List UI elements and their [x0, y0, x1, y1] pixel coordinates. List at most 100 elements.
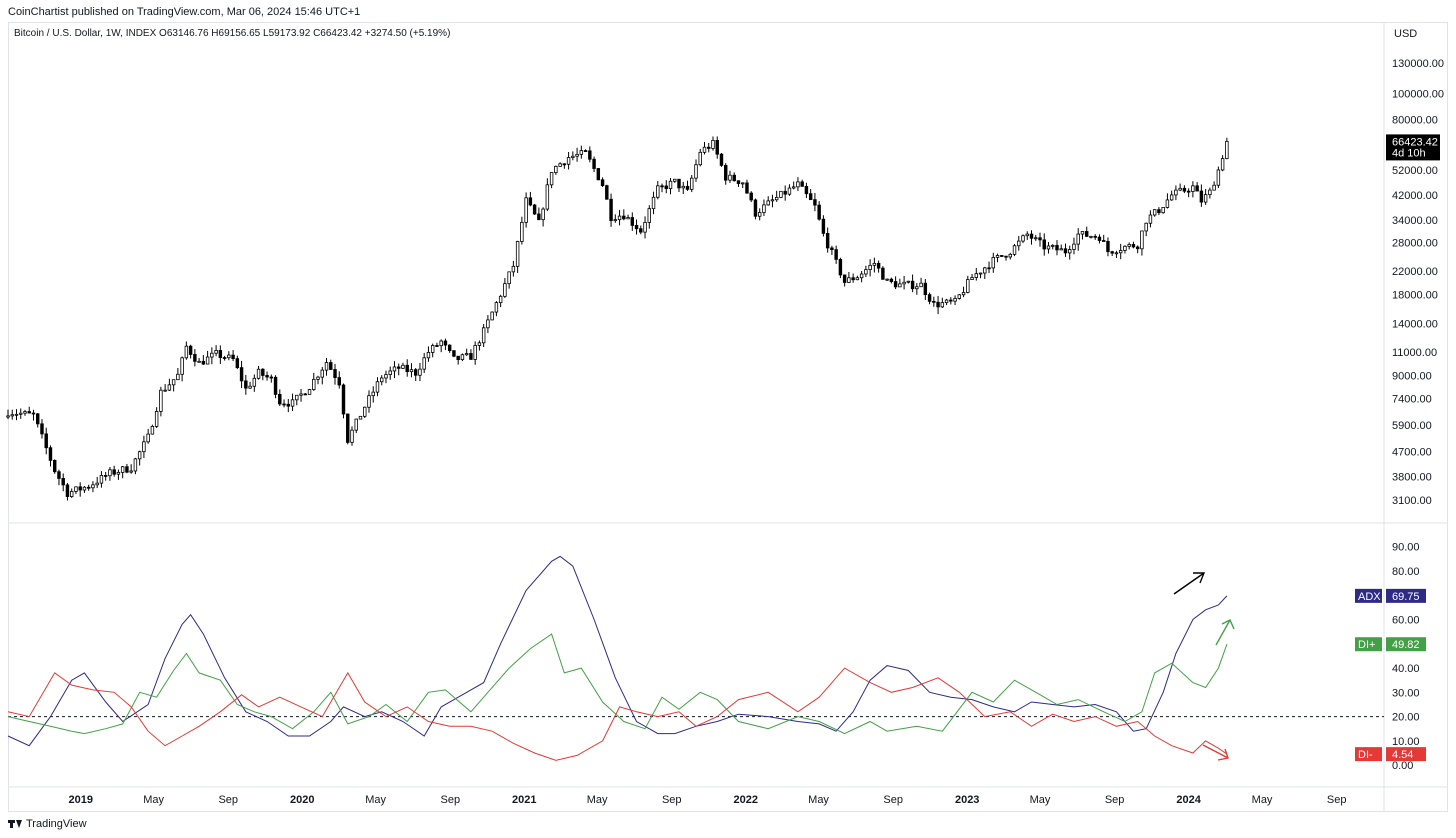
time-tick-label: 2019 [69, 794, 93, 806]
candle [915, 283, 919, 295]
candle-body [176, 373, 180, 381]
candle-body [906, 280, 911, 283]
candle-body [859, 273, 864, 279]
candle-body [808, 193, 813, 201]
candle [787, 184, 792, 196]
candle [520, 216, 524, 245]
candle-body [953, 298, 957, 302]
candle-body [1029, 233, 1034, 239]
candle [108, 467, 112, 481]
candle-body [932, 300, 936, 303]
candle-body [1225, 140, 1229, 159]
candle-body [367, 395, 371, 408]
candle [617, 209, 622, 226]
candle-body [630, 217, 635, 226]
candle [579, 145, 584, 159]
candle [524, 192, 528, 228]
series-name-box [1355, 747, 1382, 762]
candle-body [1212, 184, 1216, 191]
tradingview-footer[interactable]: TradingView [8, 818, 87, 830]
candle-body [940, 302, 945, 308]
candle [592, 156, 596, 173]
candle-body [86, 486, 91, 489]
arrow-up-right-icon [1215, 619, 1235, 646]
series-value-box [1386, 588, 1426, 603]
candle-body [927, 294, 932, 302]
candle [1004, 255, 1008, 261]
candle [1051, 244, 1055, 250]
candle-body [919, 282, 923, 288]
candle [732, 172, 736, 182]
candle [1114, 250, 1119, 258]
candle [966, 275, 970, 294]
candle-body [660, 185, 664, 188]
candle [919, 277, 923, 288]
candle-body [154, 411, 159, 427]
candle [1123, 245, 1127, 254]
candle [813, 192, 817, 212]
candle [265, 371, 269, 381]
time-tick-label: May [143, 794, 164, 806]
candle-body [460, 354, 465, 361]
candle-body [813, 199, 817, 206]
series-line-adx [7, 555, 1228, 747]
indicator-tick-label: 30.00 [1392, 687, 1420, 699]
candle [702, 141, 707, 155]
candle-body [762, 204, 766, 213]
candle [1046, 242, 1051, 254]
candle-body [74, 486, 78, 492]
price-tick-label: 80000.00 [1392, 115, 1438, 127]
candle [804, 182, 809, 199]
currency-label: USD [1394, 28, 1417, 40]
adx-dmi-pane [7, 555, 1384, 761]
candle [1157, 207, 1161, 215]
time-tick-label: 2022 [734, 794, 758, 806]
candle [898, 278, 902, 288]
indicator-tick-label: 0.00 [1392, 760, 1413, 772]
candle-body [48, 447, 53, 461]
arrow-up-right-icon [1173, 572, 1206, 595]
candle [99, 471, 104, 488]
candle [1097, 234, 1102, 244]
candle-body [384, 374, 388, 379]
candle-body [626, 217, 630, 220]
series-line-di [7, 667, 1228, 761]
candle [681, 181, 685, 195]
candle [222, 355, 227, 361]
candle-body [715, 139, 719, 155]
candle-body [774, 196, 779, 201]
candle-body [405, 364, 409, 373]
candle-body [1089, 235, 1093, 238]
candle [1042, 233, 1046, 256]
candle [201, 355, 206, 365]
candle [902, 276, 906, 290]
candle [380, 375, 384, 386]
price-tick-label: 7400.00 [1392, 393, 1432, 405]
candle [983, 266, 987, 280]
candle-body [61, 478, 65, 486]
candle-body [668, 180, 673, 189]
candle [1025, 231, 1029, 240]
candle [86, 484, 91, 491]
candle-body [664, 185, 668, 189]
candle [596, 168, 601, 181]
candle-body [673, 178, 677, 182]
candle [1029, 230, 1034, 245]
candle [396, 363, 401, 376]
candle-body [396, 366, 401, 369]
candle-body [1161, 207, 1165, 214]
candle [418, 362, 422, 382]
candle-body [261, 368, 265, 376]
candle-body [286, 403, 291, 407]
candle-body [439, 340, 443, 347]
candle [244, 374, 248, 395]
price-pane [6, 136, 1229, 501]
candle [757, 208, 762, 221]
candle [19, 408, 23, 419]
candle [163, 384, 167, 392]
candle [694, 159, 698, 182]
candle-body [898, 283, 902, 288]
candle [307, 388, 312, 395]
candle-body [600, 179, 605, 187]
